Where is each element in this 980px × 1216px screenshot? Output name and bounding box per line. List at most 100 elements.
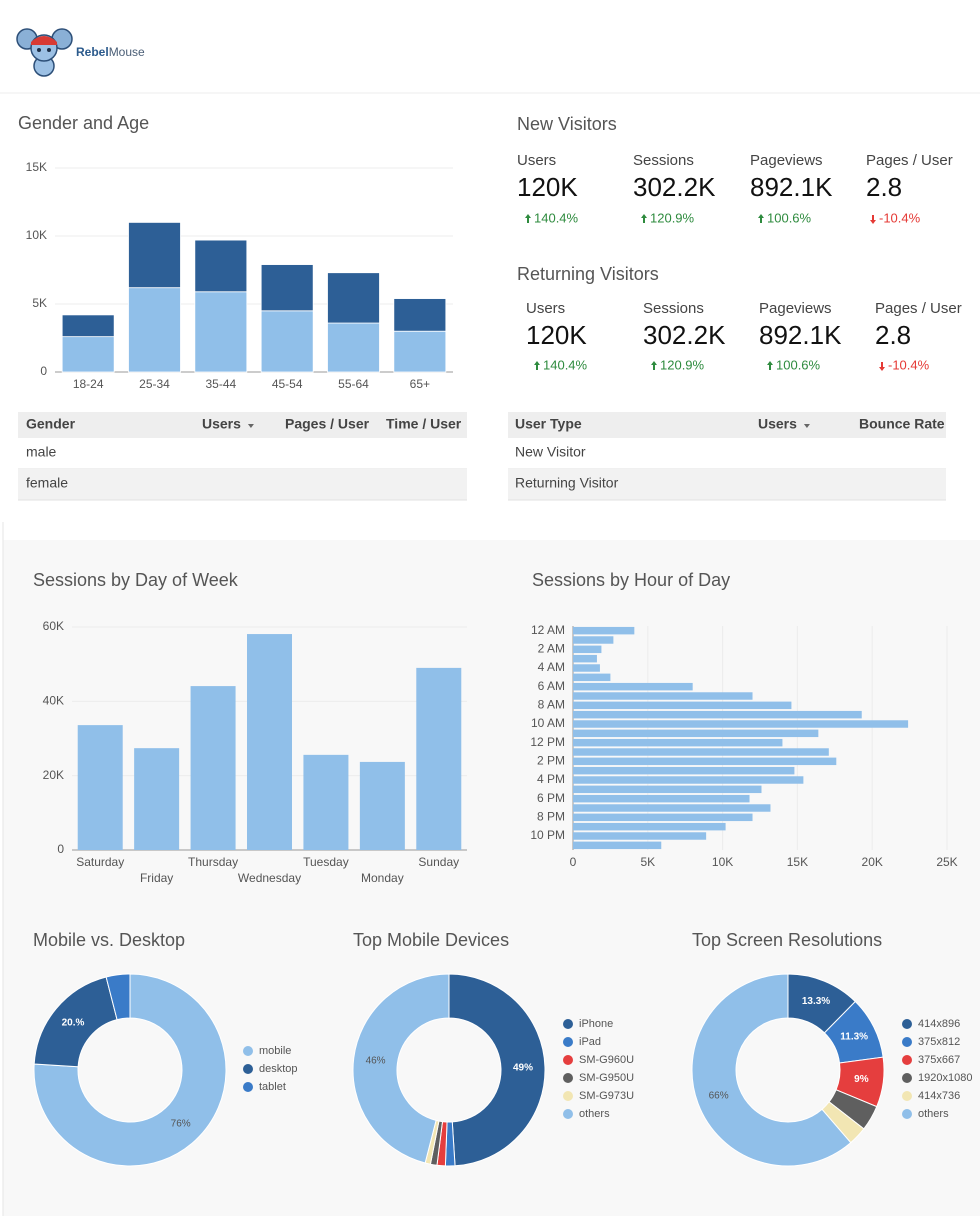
table-header-cell: Time / User xyxy=(386,416,462,432)
legend-label: mobile xyxy=(259,1045,291,1057)
trend-arrow-up xyxy=(641,214,647,223)
slice-label: 46% xyxy=(366,1055,386,1066)
legend-label: 375x667 xyxy=(918,1054,960,1066)
table-cell: male xyxy=(26,444,57,460)
x-tick-label: 18-24 xyxy=(73,377,104,391)
legend-swatch xyxy=(563,1091,573,1101)
y-tick-label: 40K xyxy=(43,694,64,708)
bar-segment xyxy=(61,336,115,373)
kpi-change: 140.4% xyxy=(534,210,579,225)
logo-eye xyxy=(37,48,41,52)
kpi-value: 302.2K xyxy=(633,172,716,202)
bar xyxy=(573,785,762,794)
logo[interactable]: RebelMouse xyxy=(16,28,145,77)
x-tick-label: 65+ xyxy=(410,377,430,391)
legend-label: iPad xyxy=(579,1036,601,1048)
bar xyxy=(359,761,405,850)
table-row-bg xyxy=(18,438,467,469)
x-tick-label: 0 xyxy=(570,855,577,869)
slice-label: 49% xyxy=(513,1062,533,1073)
kpi-label: Pageviews xyxy=(750,152,823,169)
y-tick-label: 4 PM xyxy=(537,772,565,786)
legend-label: 1920x1080 xyxy=(918,1072,972,1084)
kpi-change: 100.6% xyxy=(776,357,821,372)
kpi-value: 2.8 xyxy=(875,320,911,350)
x-tick-label: Saturday xyxy=(76,855,124,869)
y-tick-label: 20K xyxy=(43,768,64,782)
kpi-change: 140.4% xyxy=(543,357,588,372)
bar xyxy=(573,720,909,728)
legend-swatch xyxy=(563,1019,573,1029)
bar xyxy=(573,794,750,803)
x-tick-label: Thursday xyxy=(188,855,238,869)
table-header-cell: User Type xyxy=(515,416,582,432)
bar xyxy=(573,766,795,775)
x-tick-label: 35-44 xyxy=(205,377,236,391)
table-header-bg xyxy=(18,412,467,438)
slice-label: 13.3% xyxy=(802,996,830,1007)
bar-segment xyxy=(194,291,248,373)
logo-text: RebelMouse xyxy=(76,45,145,59)
bar xyxy=(134,748,180,850)
x-tick-label: 25-34 xyxy=(139,377,170,391)
bar xyxy=(573,757,837,766)
slice-label: 11.3% xyxy=(840,1032,868,1043)
bar xyxy=(573,832,707,840)
donut-slice xyxy=(105,973,131,1021)
bar-segment xyxy=(393,298,447,332)
bar-segment xyxy=(393,330,447,373)
y-tick-label: 10 AM xyxy=(531,716,565,730)
bar-segment xyxy=(61,314,115,338)
y-tick-label: 10K xyxy=(26,228,47,242)
trend-arrow-up xyxy=(651,361,657,370)
legend-label: desktop xyxy=(259,1063,298,1075)
kpi-value: 892.1K xyxy=(750,172,833,202)
table-row-bg xyxy=(508,469,946,500)
y-tick-label: 15K xyxy=(26,160,47,174)
legend-label: 375x812 xyxy=(918,1036,960,1048)
bar-segment xyxy=(260,264,314,312)
bar xyxy=(77,725,123,850)
kpi-label: Sessions xyxy=(643,300,704,317)
legend-swatch xyxy=(902,1073,912,1083)
x-tick-label: 10K xyxy=(712,855,733,869)
x-tick-label: Friday xyxy=(140,871,173,885)
bar xyxy=(416,667,462,850)
bar xyxy=(573,664,600,672)
bar-segment xyxy=(327,322,380,373)
table-header-cell: Pages / User xyxy=(285,416,370,432)
legend-swatch xyxy=(563,1073,573,1083)
donut-slice xyxy=(448,973,546,1167)
x-tick-label: Wednesday xyxy=(238,871,301,885)
bar xyxy=(573,682,693,691)
legend-swatch xyxy=(902,1019,912,1029)
kpi-value: 302.2K xyxy=(643,320,726,350)
legend-label: others xyxy=(579,1108,610,1120)
bar xyxy=(573,804,771,812)
bar-segment xyxy=(128,287,181,373)
kpi-value: 120K xyxy=(517,172,578,202)
bar xyxy=(573,645,602,654)
bar xyxy=(573,841,662,850)
y-tick-label: 2 AM xyxy=(538,642,565,656)
logo-bandana xyxy=(31,36,57,45)
bar xyxy=(573,776,804,784)
slice-label: 76% xyxy=(171,1119,191,1130)
table-header-bg xyxy=(508,412,946,438)
legend-swatch xyxy=(563,1037,573,1047)
table-cell: female xyxy=(26,475,68,491)
legend-swatch xyxy=(563,1109,573,1119)
chart-title: Top Mobile Devices xyxy=(353,930,509,950)
bar-segment xyxy=(260,310,314,373)
bar xyxy=(573,748,829,756)
kpi-label: Pages / User xyxy=(875,300,962,317)
legend-label: SM-G960U xyxy=(579,1054,634,1066)
legend-swatch xyxy=(902,1037,912,1047)
slice-label: 9% xyxy=(854,1074,869,1085)
x-tick-label: 15K xyxy=(787,855,808,869)
kpi-change: -10.4% xyxy=(879,210,921,225)
y-tick-label: 8 AM xyxy=(538,698,565,712)
bar xyxy=(573,673,611,682)
kpi-label: Pageviews xyxy=(759,300,832,317)
